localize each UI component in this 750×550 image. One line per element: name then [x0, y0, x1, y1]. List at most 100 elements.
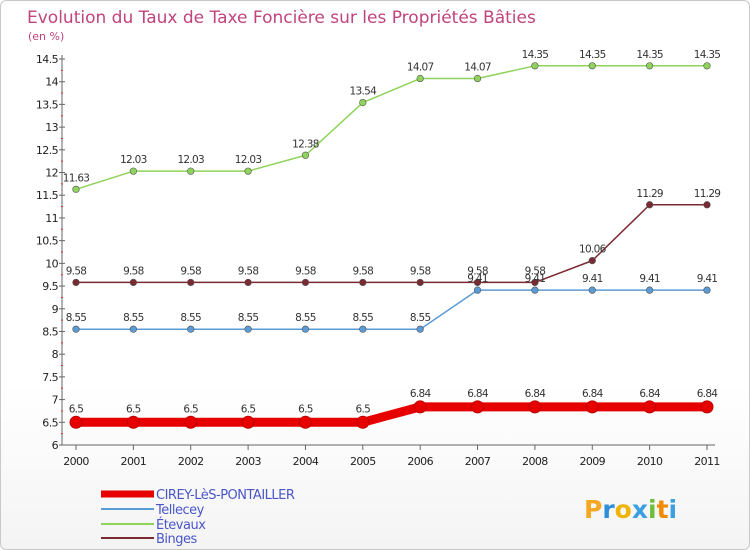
legend-label: Binges [156, 532, 198, 547]
y-tick-label: 10.5 [36, 235, 59, 248]
series-0: 6.5 6.5 6.5 6.5 6.5 6.5 6.84 6.84 6.84 6.84 6.84 6.… [69, 388, 719, 429]
data-label: 14.35 [636, 49, 663, 61]
data-label: 12.03 [235, 154, 262, 166]
data-point [703, 201, 711, 209]
series-line [75, 204, 708, 284]
series-3: 9.58 9.58 9.58 9.58 9.58 9.58 9.58 9.58 9.58 10.0… [66, 188, 721, 287]
data-point [528, 400, 542, 414]
watermark-letter: P [584, 495, 602, 524]
y-tick-label: 10 [45, 257, 58, 270]
y-tick-label: 13.5 [36, 98, 59, 111]
x-tick-label: 2000 [63, 455, 89, 468]
data-label: 6.84 [697, 388, 719, 400]
data-point [646, 201, 654, 209]
x-tick-label: 2006 [407, 455, 433, 468]
data-point [129, 325, 137, 333]
watermark-letter: i [669, 495, 678, 524]
data-label: 6.84 [582, 388, 604, 400]
legend-item-3: Binges [101, 532, 198, 547]
legend-label: CIREY-LèS-PONTAILLER [156, 488, 295, 503]
axes: 6 6.5 7 7.5 8 8.5 9 9.5 10 10.5 11 11.5 12 12.5 13 13.5… [36, 53, 720, 468]
x-tick-label: 2011 [694, 455, 720, 468]
series-2: 11.63 12.03 12.03 12.03 12.38 13.54 14.07 14.07… [63, 49, 721, 193]
y-tick-label: 8 [52, 348, 59, 361]
data-label: 14.07 [464, 62, 491, 74]
data-point [356, 415, 370, 429]
y-tick-label: 6.5 [42, 416, 58, 429]
watermark-letter: r [602, 495, 615, 524]
series-1: 8.55 8.55 8.55 8.55 8.55 8.55 8.55 9.41 9.41 9.41… [66, 273, 718, 333]
legend: CIREY-LèS-PONTAILLERTelleceyÉtevauxBinge… [101, 488, 295, 547]
data-label: 6.5 [69, 403, 84, 415]
data-point [531, 62, 539, 70]
data-point [413, 400, 427, 414]
data-label: 6.84 [410, 388, 432, 400]
data-label: 8.55 [353, 312, 374, 324]
data-point [298, 415, 312, 429]
data-label: 8.55 [410, 312, 431, 324]
y-tick-label: 11 [45, 212, 58, 225]
data-label: 9.58 [295, 265, 316, 277]
data-point [129, 278, 137, 287]
data-label: 9.58 [353, 265, 374, 277]
data-label: 6.84 [467, 388, 489, 400]
data-point [129, 167, 137, 175]
data-point [72, 325, 80, 333]
data-point [359, 325, 367, 333]
chart-title: Evolution du Taux de Taxe Foncière sur l… [27, 8, 536, 28]
data-label: 9.58 [66, 265, 87, 277]
data-label: 8.55 [123, 312, 144, 324]
y-tick-label: 14 [45, 76, 58, 89]
data-point [585, 400, 599, 414]
y-tick-label: 13 [45, 121, 58, 134]
data-label: 14.35 [694, 49, 721, 61]
data-label: 6.5 [241, 403, 256, 415]
x-tick-label: 2009 [579, 455, 605, 468]
data-point [359, 98, 367, 107]
data-point [473, 278, 482, 287]
y-tick-label: 9.5 [42, 280, 58, 293]
data-point [531, 278, 539, 287]
data-label: 8.55 [238, 312, 259, 324]
data-point [646, 286, 654, 294]
data-point [359, 278, 367, 287]
data-label: 11.29 [694, 188, 721, 200]
data-point [700, 400, 714, 414]
y-tick-label: 12.5 [36, 144, 59, 157]
watermark-letter: i [648, 495, 657, 524]
data-label: 14.35 [579, 49, 606, 61]
x-tick-label: 2005 [350, 455, 376, 468]
data-label: 6.5 [298, 403, 313, 415]
data-point [471, 400, 485, 414]
data-label: 9.41 [582, 273, 603, 285]
data-label: 6.5 [126, 403, 141, 415]
data-label: 6.84 [525, 388, 547, 400]
x-tick-label: 2002 [178, 455, 204, 468]
data-label: 8.55 [295, 312, 316, 324]
data-label: 11.63 [63, 172, 90, 184]
data-label: 9.58 [123, 265, 144, 277]
y-tick-label: 11.5 [36, 189, 59, 202]
data-point [416, 278, 424, 287]
data-point [187, 167, 195, 175]
data-label: 9.41 [697, 273, 718, 285]
data-point [69, 415, 83, 429]
proxiti-logo: Proxiti [584, 495, 677, 524]
y-tick-label: 7.5 [42, 371, 58, 384]
data-label: 10.06 [579, 244, 607, 256]
data-label: 6.84 [639, 388, 661, 400]
y-tick-label: 12 [45, 167, 58, 180]
series-line [75, 289, 708, 330]
data-point [301, 325, 310, 333]
data-point [588, 286, 596, 294]
data-point [646, 62, 654, 70]
data-point [184, 415, 198, 429]
unit-label: (en %) [28, 30, 64, 43]
data-label: 12.03 [120, 154, 147, 166]
data-point [301, 151, 310, 159]
watermark-text: Proxiti [584, 495, 677, 524]
x-tick-label: 2010 [637, 455, 663, 468]
legend-item-0: CIREY-LèS-PONTAILLER [101, 488, 295, 503]
data-label: 9.58 [525, 265, 546, 277]
